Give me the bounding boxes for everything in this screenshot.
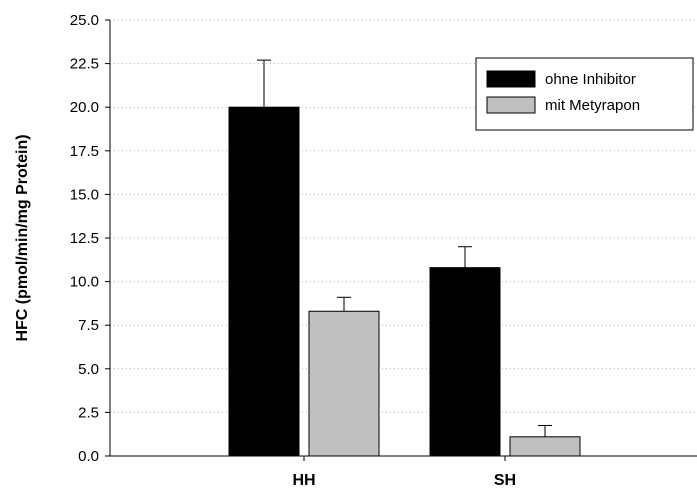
y-tick-label: 12.5 <box>70 230 99 247</box>
legend-box <box>475 57 694 131</box>
legend-swatch-ohne-inhibitor <box>486 70 536 88</box>
bar-hh-mit-metyrapon <box>308 310 380 457</box>
y-tick-label: 5.0 <box>78 361 99 378</box>
bar-sh-mit-metyrapon <box>509 436 581 457</box>
y-tick-label: 10.0 <box>70 274 99 291</box>
x-category-label: SH <box>494 472 516 489</box>
y-tick-label: 17.5 <box>70 143 99 160</box>
x-axis-categories: HH SH <box>292 456 516 489</box>
error-bars <box>257 59 552 437</box>
legend-swatch-mit-metyrapon <box>486 96 536 114</box>
y-tick-label: 7.5 <box>78 317 99 334</box>
legend-label-ohne-inhibitor: ohne Inhibitor <box>545 71 636 88</box>
y-tick-label: 22.5 <box>70 56 99 73</box>
y-tick-label: 0.0 <box>78 448 99 465</box>
bar-sh-ohne-inhibitor <box>429 267 501 457</box>
axes <box>109 20 697 457</box>
bar-hh-ohne-inhibitor <box>228 106 300 457</box>
bars <box>228 106 581 457</box>
y-axis-ticks: 0.0 2.5 5.0 7.5 10.0 12.5 15.0 17.5 20.0 22.5 25.0 <box>70 12 110 465</box>
y-tick-label: 2.5 <box>78 404 99 421</box>
legend: ohne Inhibitor mit Metyrapon <box>475 57 694 131</box>
y-tick-label: 15.0 <box>70 186 99 203</box>
y-tick-label: 20.0 <box>70 99 99 116</box>
y-tick-label: 25.0 <box>70 12 99 29</box>
legend-label-mit-metyrapon: mit Metyrapon <box>545 97 640 114</box>
y-axis-label: HFC (pmol/min/mg Protein) <box>14 134 31 341</box>
x-category-label: HH <box>292 472 315 489</box>
